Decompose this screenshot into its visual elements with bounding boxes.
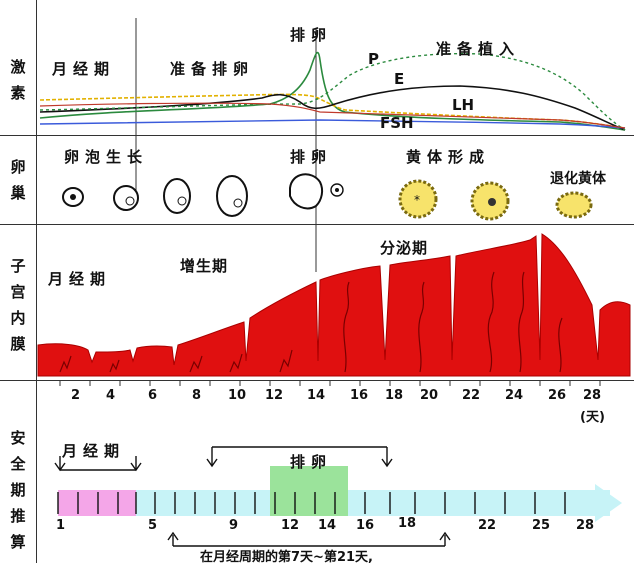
safe-menstrual-label: 月经期 <box>62 442 126 460</box>
cycle-bar <box>136 490 610 516</box>
divider-endometrium-safe <box>0 380 634 381</box>
divider-ovary-endometrium <box>0 224 634 225</box>
lh-curve <box>39 51 626 131</box>
divider-hormone-ovary <box>0 135 634 136</box>
day-tick-label: 6 <box>148 388 158 403</box>
endo-menstrual-label: 月经期 <box>48 270 112 288</box>
cycle-day-ticks <box>57 492 566 514</box>
day-tick-label: 2 <box>71 388 81 403</box>
endo-secretory-label: 分泌期 <box>380 239 429 257</box>
day-tick-label: 28 <box>583 388 602 403</box>
day-tick-label: 10 <box>228 388 247 403</box>
day-tick-label: 24 <box>505 388 524 403</box>
hormone-ovulation-label: 排卵 <box>290 26 333 44</box>
endo-proliferative-label: 增生期 <box>180 257 229 275</box>
cycle-arrow-head <box>595 484 622 522</box>
cycle-day-number: 16 <box>356 518 375 533</box>
day-tick-label: 4 <box>106 388 116 403</box>
menstrual-bracket <box>54 456 142 472</box>
cycle-day-number: 25 <box>532 518 551 533</box>
day-tick-label: 22 <box>462 388 481 403</box>
day-tick-label: 8 <box>192 388 202 403</box>
cycle-day-number: 9 <box>229 518 239 533</box>
day-tick-label: 12 <box>265 388 284 403</box>
cycle-day-number: 28 <box>576 518 595 533</box>
svg-text:*: * <box>414 193 420 207</box>
lh-low-curve <box>39 102 626 129</box>
day-tick-label: 20 <box>420 388 439 403</box>
row-label-safe-period: 安 全 期 推 算 <box>10 429 26 551</box>
safe-period-note: 在月经周期的第7天~第21天, <box>200 550 373 565</box>
ovary-ovulation-label: 排卵 <box>290 148 333 166</box>
follicle-3 <box>163 178 191 214</box>
lh-curve-label: LH <box>452 96 475 114</box>
baseline-curve <box>39 119 626 129</box>
corpus-luteum-1: * <box>398 179 438 219</box>
ruptured-follicle <box>289 173 344 210</box>
regressing-corpus-luteum <box>555 191 593 219</box>
endometrium-glands <box>59 271 563 373</box>
cycle-day-number: 18 <box>398 516 417 531</box>
p-curve <box>39 52 626 131</box>
hormone-menstrual-label: 月经期 <box>52 60 116 78</box>
row-label-endometrium: 子 宫 内 膜 <box>10 257 26 353</box>
ovulation-segment <box>270 466 348 516</box>
hormone-prep-ovulation-label: 准备排卵 <box>170 60 255 78</box>
row-label-divider <box>36 0 37 563</box>
hormone-prep-implant-label: 准备植入 <box>436 40 521 58</box>
cycle-day-number: 14 <box>318 518 337 533</box>
safe-note-bracket <box>167 531 451 547</box>
row-label-ovary: 卵 巢 <box>10 158 26 202</box>
follicle-growth-label: 卵泡生长 <box>64 148 149 166</box>
e-curve <box>39 85 626 131</box>
e-curve-label: E <box>394 70 405 88</box>
cycle-day-number: 5 <box>148 518 158 533</box>
day-axis-ticks <box>59 380 601 386</box>
day-tick-label: 18 <box>385 388 404 403</box>
follicle-1 <box>62 187 84 207</box>
day-tick-label: 16 <box>350 388 369 403</box>
corpus-luteum-label: 黄体形成 <box>406 148 491 166</box>
day-unit-label: (天) <box>580 410 605 425</box>
follicle-2 <box>113 185 139 211</box>
day-tick-label: 14 <box>307 388 326 403</box>
follicle-4 <box>216 175 248 217</box>
cycle-day-number: 22 <box>478 518 497 533</box>
row-label-hormone: 激 素 <box>10 58 26 102</box>
safe-ovulation-label: 排卵 <box>290 453 333 471</box>
regression-label: 退化黄体 <box>550 171 606 187</box>
endometrium-lining <box>37 233 631 377</box>
p-curve-label: P <box>368 50 379 68</box>
day-tick-label: 26 <box>548 388 567 403</box>
cycle-day-number: 1 <box>56 518 66 533</box>
corpus-luteum-2 <box>470 181 510 221</box>
fsh-curve-label: FSH <box>380 114 414 132</box>
fertile-bracket <box>206 446 393 468</box>
menstrual-segment <box>58 490 136 516</box>
cycle-day-number: 12 <box>281 518 300 533</box>
